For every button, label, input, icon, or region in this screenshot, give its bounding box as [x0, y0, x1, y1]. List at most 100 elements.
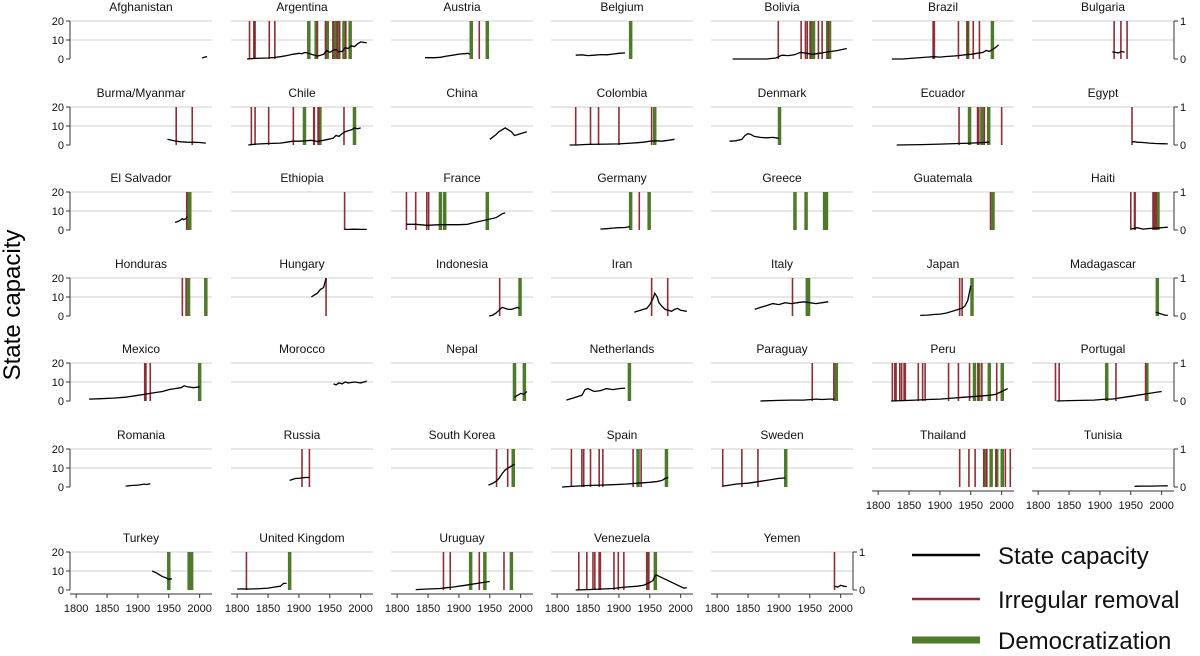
y-tick-label: 0 — [58, 396, 64, 408]
panel-title: Uruguay — [439, 531, 484, 545]
legend-label-line: State capacity — [998, 543, 1149, 570]
panel-guatemala: Guatemala — [872, 171, 1014, 230]
x-tick-label: 1850 — [416, 603, 440, 615]
right-tick-label: 1 — [1180, 102, 1186, 114]
state-capacity-line — [425, 53, 470, 57]
y-tick-label: 10 — [52, 463, 64, 475]
panel-netherlands: Netherlands — [551, 342, 693, 401]
panel-title: Netherlands — [590, 342, 655, 356]
x-tick-label: 1900 — [767, 603, 791, 615]
panel-nepal: Nepal — [391, 342, 533, 401]
panel-japan: Japan — [872, 257, 1014, 316]
state-capacity-line — [570, 139, 675, 145]
x-tick-label: 1950 — [318, 603, 342, 615]
state-capacity-line — [730, 134, 779, 142]
panel-title: United Kingdom — [259, 531, 344, 545]
state-capacity-line — [1132, 142, 1168, 144]
panel-title: Sweden — [760, 428, 803, 442]
right-tick-label: 0 — [1180, 311, 1186, 323]
panel-chile: Chile — [231, 86, 373, 145]
panel-indonesia: Indonesia — [391, 257, 533, 316]
y-tick-label: 20 — [52, 187, 64, 199]
state-capacity-line — [634, 293, 687, 312]
state-capacity-line — [406, 213, 505, 225]
y-tick-label: 20 — [52, 102, 64, 114]
x-tick-label: 1950 — [157, 603, 181, 615]
panel-denmark: Denmark — [711, 86, 853, 145]
y-tick-label: 0 — [58, 311, 64, 323]
panel-peru: Peru — [872, 342, 1014, 401]
right-tick-label: 1 — [859, 547, 865, 559]
panel-title: Brazil — [928, 0, 958, 14]
x-tick-label: 2000 — [187, 603, 211, 615]
panel-title: Greece — [762, 171, 802, 185]
x-tick-label: 1950 — [959, 500, 983, 512]
x-tick-label: 2000 — [989, 500, 1013, 512]
panel-title: Spain — [607, 428, 638, 442]
panel-title: Belgium — [600, 0, 643, 14]
x-tick-label: 1850 — [897, 500, 921, 512]
state-capacity-line — [237, 583, 286, 589]
panel-title: Austria — [443, 0, 481, 14]
x-tick-label: 1800 — [545, 603, 569, 615]
panel-russia: Russia — [231, 428, 373, 487]
y-tick-label: 0 — [58, 585, 64, 597]
state-capacity-line — [490, 128, 527, 139]
panel-sweden: Sweden — [711, 428, 853, 487]
state-capacity-line — [562, 478, 668, 488]
y-tick-label: 0 — [58, 54, 64, 66]
state-capacity-line — [168, 139, 206, 143]
state-capacity-line — [489, 464, 515, 485]
panel-title: Nepal — [446, 342, 477, 356]
x-tick-label: 2000 — [828, 603, 852, 615]
y-tick-label: 0 — [58, 482, 64, 494]
panel-title: El Salvador — [110, 171, 171, 185]
x-tick-label: 1950 — [638, 603, 662, 615]
panel-title: Russia — [284, 428, 321, 442]
panel-austria: Austria — [391, 0, 533, 59]
state-capacity-line — [755, 302, 829, 310]
right-tick-label: 0 — [1180, 482, 1186, 494]
state-capacity-line — [920, 286, 971, 316]
x-tick-label: 1800 — [705, 603, 729, 615]
state-capacity-line — [202, 57, 207, 58]
state-capacity-line — [576, 53, 625, 56]
y-tick-label: 10 — [52, 206, 64, 218]
panel-title: Iran — [612, 257, 633, 271]
panel-title: Yemen — [764, 531, 801, 545]
x-tick-label: 1850 — [95, 603, 119, 615]
panel-argentina: Argentina — [231, 0, 373, 59]
x-tick-label: 1800 — [64, 603, 88, 615]
x-tick-label: 1800 — [1026, 500, 1050, 512]
panel-title: Germany — [597, 171, 646, 185]
panel-title: Ethiopia — [280, 171, 324, 185]
panel-colombia: Colombia — [551, 86, 693, 145]
state-capacity-line — [126, 484, 151, 487]
x-tick-label: 1950 — [1119, 500, 1143, 512]
panel-ethiopia: Ethiopia — [231, 171, 373, 230]
x-tick-label: 2000 — [348, 603, 372, 615]
panel-title: Bulgaria — [1081, 0, 1125, 14]
panel-title: France — [443, 171, 481, 185]
right-tick-label: 0 — [1180, 225, 1186, 237]
state-capacity-line — [1135, 486, 1168, 487]
panel-title: Tunisia — [1084, 428, 1123, 442]
state-capacity-line — [1131, 227, 1168, 229]
panel-iran: Iran — [551, 257, 693, 316]
panel-title: Honduras — [115, 257, 167, 271]
panel-morocco: Morocco — [231, 342, 373, 385]
x-tick-label: 1900 — [447, 603, 471, 615]
panel-title: Peru — [930, 342, 955, 356]
panel-title: China — [446, 86, 478, 100]
